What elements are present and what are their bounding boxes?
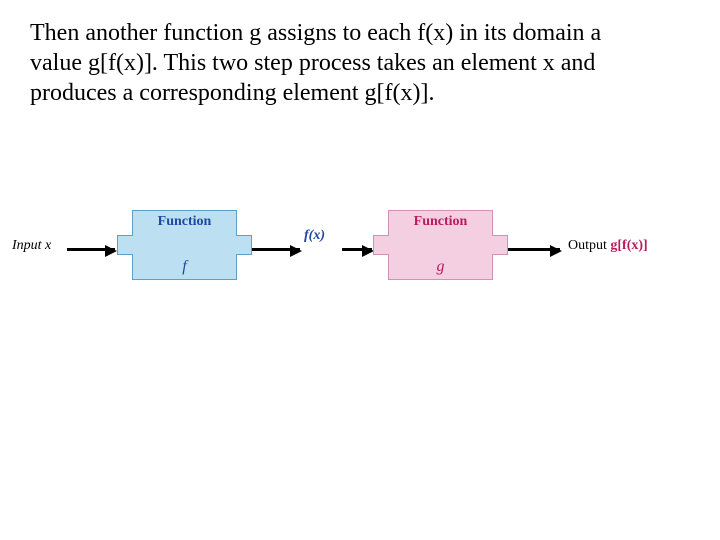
output-prefix: Output <box>568 238 610 253</box>
composition-diagram: Input x Function f f(x) Function g Outpu… <box>12 200 712 300</box>
box-g-notch-right <box>492 235 508 255</box>
output-gfx: g[f(x)] <box>610 238 647 253</box>
box-f-name: f <box>133 258 236 276</box>
box-f-notch-left <box>117 235 133 255</box>
box-g-notch-left <box>373 235 389 255</box>
output-label: Output g[f(x)] <box>568 238 648 254</box>
arrow-f-to-fx <box>252 248 300 251</box>
arrow-input-to-f <box>67 248 115 251</box>
box-f-title: Function <box>133 214 236 230</box>
fx-label: f(x) <box>304 228 325 244</box>
box-g-name: g <box>389 258 492 276</box>
arrow-g-to-output <box>508 248 560 251</box>
box-f-notch-right <box>236 235 252 255</box>
arrow-fx-to-g <box>342 248 372 251</box>
function-box-f: Function f <box>132 210 237 280</box>
function-box-g: Function g <box>388 210 493 280</box>
intro-paragraph: Then another function g assigns to each … <box>30 18 630 108</box>
input-label: Input x <box>12 238 51 254</box>
box-g-title: Function <box>389 214 492 230</box>
